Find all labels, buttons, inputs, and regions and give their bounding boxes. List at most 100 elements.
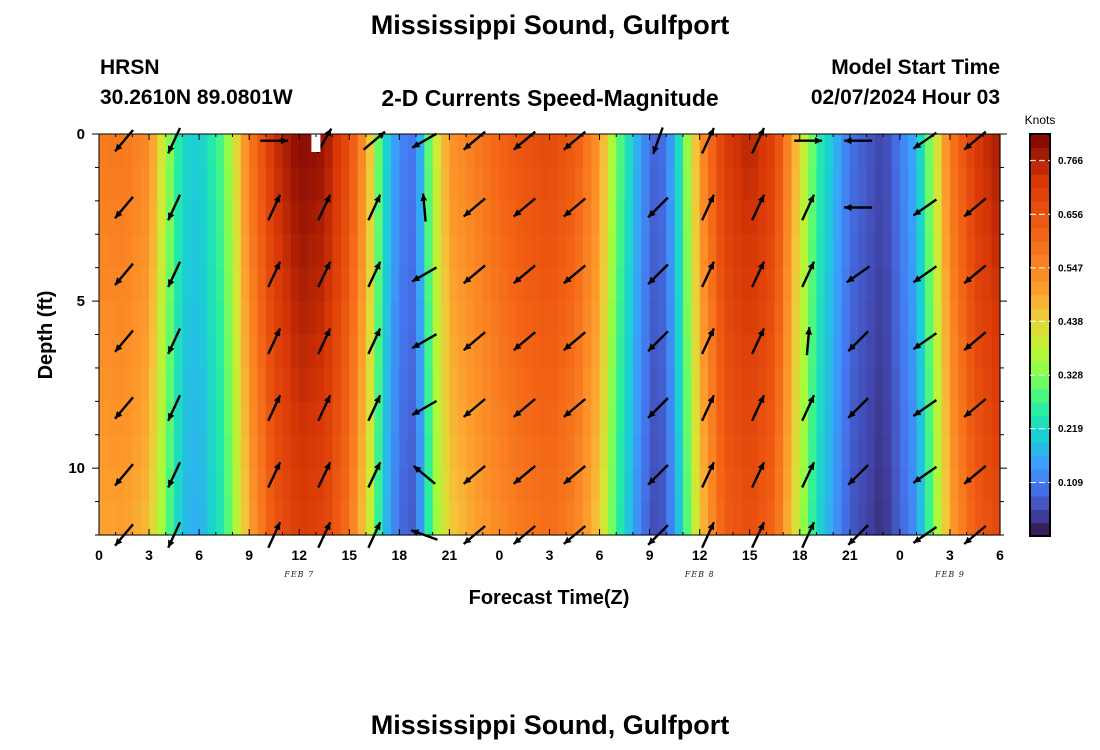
heatmap-cell: [165, 301, 175, 336]
heatmap-cell: [99, 367, 108, 402]
heatmap-cell: [616, 501, 626, 536]
heatmap-cell: [824, 167, 834, 202]
heatmap-cell: [657, 234, 667, 269]
vector-head: [168, 539, 175, 548]
heatmap-cell: [899, 434, 909, 469]
current-vector: [963, 130, 987, 151]
x-tick-label: 12: [291, 547, 307, 563]
heatmap-cell: [824, 234, 834, 269]
heatmap-cell: [324, 334, 334, 369]
vector-head: [707, 395, 714, 404]
heatmap-cell: [924, 301, 934, 336]
current-vector: [963, 197, 987, 218]
colorbar-tick-label: 0.766: [1058, 156, 1083, 167]
heatmap-cell: [791, 167, 801, 202]
colorbar-label: Knots: [1025, 113, 1056, 127]
heatmap-cell: [574, 334, 584, 369]
heatmap-cell: [290, 367, 300, 402]
x-tick-label: 3: [145, 547, 153, 563]
heatmap-cell: [641, 167, 651, 202]
heatmap-cell: [149, 501, 158, 536]
heatmap-cell: [783, 167, 793, 202]
current-vector: [751, 261, 766, 288]
heatmap-cell: [549, 334, 559, 369]
x-tick-label: 0: [896, 547, 904, 563]
heatmap-cell: [132, 301, 142, 336]
heatmap-cell: [899, 134, 909, 169]
heatmap-cell: [774, 468, 784, 503]
heatmap-cell: [349, 501, 359, 536]
colorbar-band: [1030, 227, 1050, 242]
heatmap-cell: [182, 468, 192, 503]
vector-head: [913, 536, 922, 543]
heatmap-cell: [149, 167, 158, 202]
heatmap-cell: [749, 234, 759, 269]
heatmap-cell: [941, 468, 951, 503]
heatmap-cell: [274, 401, 284, 436]
heatmap-cell: [699, 434, 709, 469]
vector-head: [374, 462, 381, 471]
colorbar-band: [1030, 509, 1050, 524]
heatmap-cell: [274, 301, 284, 336]
heatmap-cell: [249, 200, 259, 235]
heatmap-cell: [891, 401, 901, 436]
heatmap-cell: [983, 267, 993, 302]
heatmap-cell: [466, 434, 476, 469]
heatmap-cell: [416, 468, 425, 503]
heatmap-cell: [616, 167, 626, 202]
heatmap-cell: [724, 301, 734, 336]
heatmap-cell: [149, 267, 158, 302]
heatmap-cell: [591, 200, 601, 235]
heatmap-cell: [958, 200, 968, 235]
heatmap-cell: [874, 501, 884, 536]
heatmap-cell: [307, 200, 317, 235]
heatmap-cell: [599, 134, 609, 169]
heatmap-cell: [340, 167, 350, 202]
heatmap-cell: [107, 200, 117, 235]
heatmap-cell: [691, 267, 701, 302]
heatmap-cell: [516, 468, 526, 503]
heatmap-cell: [240, 267, 250, 302]
chart-subtitle: 2-D Currents Speed-Magnitude: [381, 85, 719, 111]
current-vector: [847, 397, 869, 419]
vector-head: [648, 209, 656, 218]
heatmap-cell: [365, 367, 375, 402]
heatmap-cell: [783, 434, 793, 469]
heatmap-cell: [858, 334, 868, 369]
vector-head: [413, 465, 422, 474]
heatmap-cell: [607, 301, 617, 336]
heatmap-cell: [874, 167, 884, 202]
heatmap-cell: [382, 167, 392, 202]
heatmap-cell: [949, 301, 959, 336]
heatmap-cell: [182, 434, 192, 469]
heatmap-cell: [824, 401, 834, 436]
current-vector: [801, 261, 816, 288]
vector-head: [374, 261, 381, 270]
heatmap-cell: [290, 267, 300, 302]
heatmap-cell: [682, 334, 692, 369]
vector-head: [273, 194, 281, 203]
heatmap-cell: [107, 468, 117, 503]
heatmap-cell: [783, 200, 793, 235]
heatmap-cell: [474, 367, 484, 402]
heatmap-cell: [182, 334, 192, 369]
current-vector: [367, 261, 382, 288]
heatmap-cell: [849, 434, 859, 469]
heatmap-cell: [315, 367, 325, 402]
current-vector: [367, 394, 382, 422]
vector-head: [281, 137, 289, 145]
heatmap-cell: [966, 234, 976, 269]
heatmap-cell: [758, 367, 767, 402]
heatmap-cell: [632, 401, 642, 436]
heatmap-cell: [974, 334, 984, 369]
current-vector: [647, 263, 669, 286]
heatmap-cell: [149, 134, 158, 169]
heatmap-cell: [174, 468, 184, 503]
heatmap-cell: [883, 367, 893, 402]
heatmap-cell: [758, 334, 767, 369]
heatmap-cell: [774, 334, 784, 369]
current-vector: [317, 327, 332, 355]
heatmap-cell: [808, 267, 818, 302]
heatmap-cell: [891, 468, 901, 503]
